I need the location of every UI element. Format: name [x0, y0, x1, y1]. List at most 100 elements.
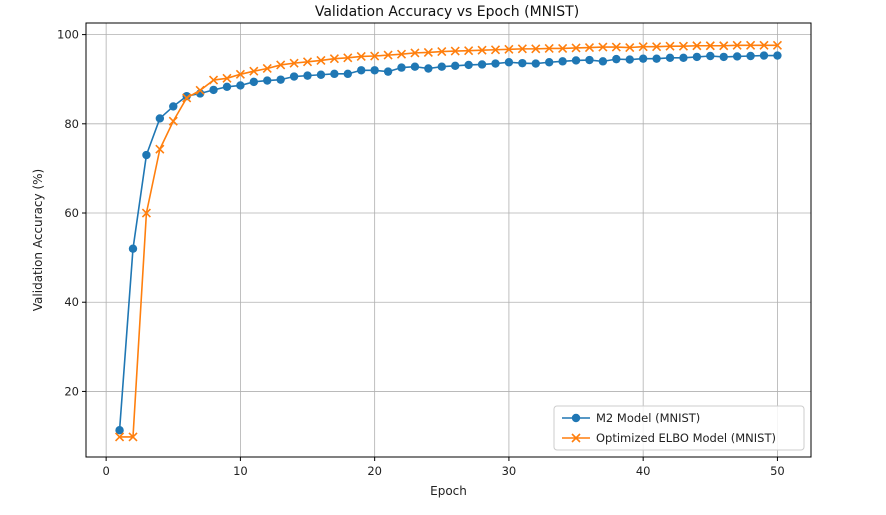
data-point [370, 66, 379, 75]
data-point [772, 40, 783, 50]
series-1 [115, 51, 782, 435]
data-point [544, 43, 554, 53]
data-point [706, 51, 715, 61]
data-point [330, 69, 339, 79]
data-point [491, 59, 500, 68]
data-point [450, 46, 460, 56]
data-point [437, 62, 446, 71]
data-point [155, 114, 165, 123]
data-point [142, 150, 151, 160]
data-point [168, 116, 178, 126]
data-point [222, 73, 232, 83]
data-point [195, 85, 205, 95]
data-point [276, 60, 286, 70]
data-point [289, 72, 299, 81]
data-point [370, 51, 380, 61]
legend-label: Optimized ELBO Model (MNIST) [596, 431, 776, 445]
series-layer [114, 40, 783, 442]
data-point [396, 49, 407, 59]
data-point [464, 60, 473, 70]
data-point [343, 69, 353, 79]
data-point [504, 58, 514, 67]
data-point [652, 42, 662, 52]
data-point [719, 52, 728, 62]
y-tick-label: 40 [64, 295, 79, 309]
legend-label: M2 Model (MNIST) [596, 411, 700, 425]
data-point [732, 52, 742, 61]
data-point [490, 45, 501, 55]
data-point [759, 40, 769, 50]
data-point [423, 47, 433, 58]
data-point [665, 53, 675, 62]
data-point [585, 55, 594, 65]
data-point [302, 57, 313, 67]
data-point [678, 41, 689, 51]
data-point [410, 48, 420, 58]
data-point [182, 91, 191, 101]
data-point [289, 58, 299, 68]
data-point [571, 43, 581, 53]
x-tick-label: 50 [770, 464, 785, 478]
data-point [249, 77, 259, 87]
x-axis-label: Epoch [430, 484, 467, 498]
data-point [316, 55, 326, 66]
data-point [558, 43, 568, 53]
data-point [383, 67, 393, 76]
data-point [128, 244, 138, 253]
data-point [141, 208, 151, 218]
data-point [611, 42, 621, 52]
data-point [155, 144, 165, 154]
x-tick-label: 20 [367, 464, 382, 478]
data-point [316, 70, 326, 79]
data-point [477, 60, 487, 69]
plot-frame [85, 22, 812, 458]
data-point [343, 53, 353, 63]
data-point [518, 58, 527, 68]
data-point [114, 432, 125, 442]
data-point [719, 41, 729, 51]
data-point [235, 69, 245, 79]
data-point [773, 51, 782, 60]
data-point [464, 46, 474, 56]
axis-ticks: 0 10 20 30 40 50 20 40 60 80 100 [57, 28, 785, 478]
data-point [504, 44, 514, 54]
data-point [263, 76, 272, 85]
data-point [652, 54, 661, 63]
y-tick-label: 20 [64, 384, 79, 398]
data-point [383, 50, 393, 60]
data-point [692, 41, 702, 51]
data-point [356, 51, 366, 62]
x-tick-label: 10 [233, 464, 248, 478]
data-point [222, 82, 232, 91]
series-line [119, 44, 778, 438]
data-point [477, 45, 487, 55]
data-point [236, 81, 245, 90]
chart-title: Validation Accuracy vs Epoch (MNIST) [315, 4, 579, 20]
legend-marker [571, 433, 581, 443]
data-point [584, 42, 595, 53]
data-point [397, 63, 406, 72]
data-point [625, 42, 635, 53]
data-point [262, 63, 272, 74]
data-point [169, 102, 178, 111]
x-tick-label: 40 [636, 464, 651, 478]
data-point [128, 432, 138, 442]
data-point [638, 54, 648, 63]
x-tick-label: 0 [102, 464, 109, 478]
data-point [625, 55, 634, 64]
data-point [759, 51, 769, 60]
y-tick-label: 60 [64, 206, 79, 220]
data-point [746, 51, 755, 61]
data-point [705, 41, 715, 51]
y-tick-label: 80 [64, 117, 79, 131]
data-point [329, 54, 339, 64]
series-line [118, 54, 778, 431]
legend-entry: M2 Model (MNIST) [562, 411, 700, 425]
data-point [531, 59, 540, 68]
legend-marker [571, 413, 581, 423]
data-point [558, 57, 567, 66]
legend-entry: Optimized ELBO Model (MNIST) [562, 431, 776, 445]
data-point [303, 71, 312, 80]
data-point [612, 54, 621, 64]
data-point [598, 57, 608, 66]
